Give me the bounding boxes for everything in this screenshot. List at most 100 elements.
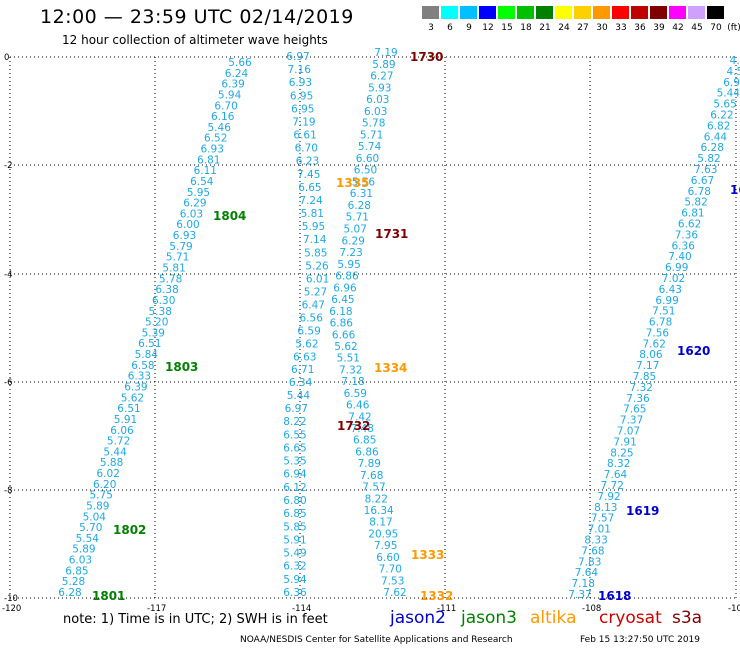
wave-height-value: 5.35 xyxy=(283,456,306,468)
pass-time-label: 1619 xyxy=(626,504,659,518)
wave-height-value: 6.51 xyxy=(138,338,161,350)
wave-height-value: 6.78 xyxy=(649,317,672,329)
wave-height-value: 8.06 xyxy=(639,349,663,361)
wave-height-value: 7.53 xyxy=(381,575,404,587)
wave-height-value: 6.44 xyxy=(704,131,728,143)
wave-height-value: 7.32 xyxy=(339,364,362,376)
wave-height-value: 6.03 xyxy=(366,94,389,106)
x-tick-label: -111 xyxy=(437,604,456,614)
wave-height-value: 7.02 xyxy=(662,273,685,285)
wave-height-value: 8.32 xyxy=(607,458,630,470)
wave-height-value: 5.94 xyxy=(218,89,242,101)
wave-height-value: 6.31 xyxy=(350,188,373,200)
wave-height-value: 7.57 xyxy=(362,482,385,494)
wave-height-value: 6.45 xyxy=(331,294,354,306)
wave-height-value: 5.72 xyxy=(107,436,130,448)
wave-height-value: 5.93 xyxy=(368,82,391,94)
wave-height-value: 6.33 xyxy=(128,371,151,383)
wave-height-value: 7.64 xyxy=(575,567,599,579)
wave-height-value: 6.93 xyxy=(173,230,196,242)
wave-height-value: 5.54 xyxy=(76,533,100,545)
legend-sat-s3a: s3a xyxy=(672,608,703,628)
x-tick-label: -117 xyxy=(147,604,166,614)
wave-height-value: 6.03 xyxy=(364,106,387,118)
wave-height-value: 6.12 xyxy=(283,482,306,494)
wave-height-value: 6.93 xyxy=(289,77,312,89)
wave-height-value: 6.85 xyxy=(353,435,376,447)
wave-height-value: 5.20 xyxy=(145,317,168,329)
legend-tick-label: 21 xyxy=(539,23,551,33)
wave-height-value: 8.33 xyxy=(584,535,607,547)
legend-unit: (ft) xyxy=(727,23,740,33)
pass-time-label: 1801 xyxy=(92,589,125,603)
legend-swatch xyxy=(669,6,686,19)
wave-height-value: 6.94 xyxy=(283,469,307,481)
wave-height-value: 6.61 xyxy=(293,130,316,142)
wave-height-value: 6.02 xyxy=(97,468,120,480)
wave-height-value: 7.48 xyxy=(351,423,374,435)
wave-height-value: 5.89 xyxy=(372,59,395,71)
wave-height-value: 6.70 xyxy=(295,143,318,155)
wave-height-value: 6.82 xyxy=(707,120,730,132)
legend-sat-jason3: jason3 xyxy=(461,608,517,628)
wave-height-value: 6.01 xyxy=(306,274,329,286)
legend-sat-jason2: jason2 xyxy=(390,608,446,628)
wave-height-value: 6.96 xyxy=(333,282,357,294)
wave-height-value: 5.95 xyxy=(302,221,325,233)
credit-line: NOAA/NESDIS Center for Satellite Applica… xyxy=(240,635,513,645)
wave-height-value: 6.95 xyxy=(290,90,313,102)
legend-swatch xyxy=(517,6,534,19)
wave-height-value: 6.47 xyxy=(302,299,325,311)
wave-height-tracks: 6.285.286.856.035.895.545.705.045.895.75… xyxy=(58,47,740,601)
wave-height-value: 5.78 xyxy=(362,118,385,130)
legend-swatch xyxy=(441,6,458,19)
wave-height-value: 5.95 xyxy=(337,259,360,271)
wave-height-value: 6.22 xyxy=(710,110,733,122)
wave-height-value: 7.65 xyxy=(623,404,646,416)
legend-tick-label: 70 xyxy=(710,23,722,33)
wave-height-value: 7.68 xyxy=(360,470,383,482)
wave-height-value: 6.99 xyxy=(665,262,688,274)
wave-height-value: 5.65 xyxy=(713,99,736,111)
wave-height-value: 5.85 xyxy=(283,521,306,533)
wave-height-value: 5.91 xyxy=(114,414,137,426)
wave-height-value: 5.78 xyxy=(159,273,182,285)
wave-height-value: 6.86 xyxy=(335,271,359,283)
wave-height-value: 7.91 xyxy=(613,436,636,448)
wave-height-value: 5.81 xyxy=(301,208,324,220)
legend-sat-cryosat: cryosat xyxy=(599,608,662,628)
y-tick-label: -10 xyxy=(4,594,18,604)
wave-height-value: 6.81 xyxy=(681,208,704,220)
wave-height-value: 5.26 xyxy=(305,260,329,272)
wave-height-value: 5.91 xyxy=(283,534,306,546)
wave-height-value: 7.01 xyxy=(588,524,611,536)
wave-height-value: 5.71 xyxy=(360,129,383,141)
y-tick-label: 0 xyxy=(4,53,9,63)
pass-time-label: 1620 xyxy=(677,344,710,358)
wave-height-value: 5.82 xyxy=(684,197,707,209)
wave-height-value: 8.22 xyxy=(365,493,388,505)
legend-tick-label: 6 xyxy=(447,23,453,33)
wave-height-value: 6.38 xyxy=(155,284,178,296)
wave-height-value: 7.89 xyxy=(358,458,381,470)
wave-height-value: 8.13 xyxy=(594,502,617,514)
generated-timestamp: Feb 15 13:27:50 UTC 2019 xyxy=(580,635,700,645)
legend-tick-label: 12 xyxy=(482,23,494,33)
wave-height-value: 6.80 xyxy=(283,495,306,507)
wave-height-value: 7.19 xyxy=(292,116,315,128)
legend-swatch xyxy=(460,6,477,19)
wave-height-value: 6.18 xyxy=(329,306,352,318)
wave-height-value: 8.22 xyxy=(283,416,306,428)
y-tick-label: -8 xyxy=(4,486,12,496)
legend-tick-label: 24 xyxy=(558,23,570,33)
legend-swatch xyxy=(631,6,648,19)
wave-height-value: 6.65 xyxy=(298,182,321,194)
wave-height-value: 7.36 xyxy=(626,393,650,405)
wave-height-value: 5.51 xyxy=(337,353,360,365)
legend-tick-label: 45 xyxy=(691,23,703,33)
wave-height-value: 5.62 xyxy=(295,338,318,350)
wave-height-value: 6.95 xyxy=(291,103,314,115)
wave-height-value: 8.17 xyxy=(369,517,392,529)
wave-height-value: 5.56 xyxy=(352,176,376,188)
wave-height-value: 5.49 xyxy=(283,548,306,560)
